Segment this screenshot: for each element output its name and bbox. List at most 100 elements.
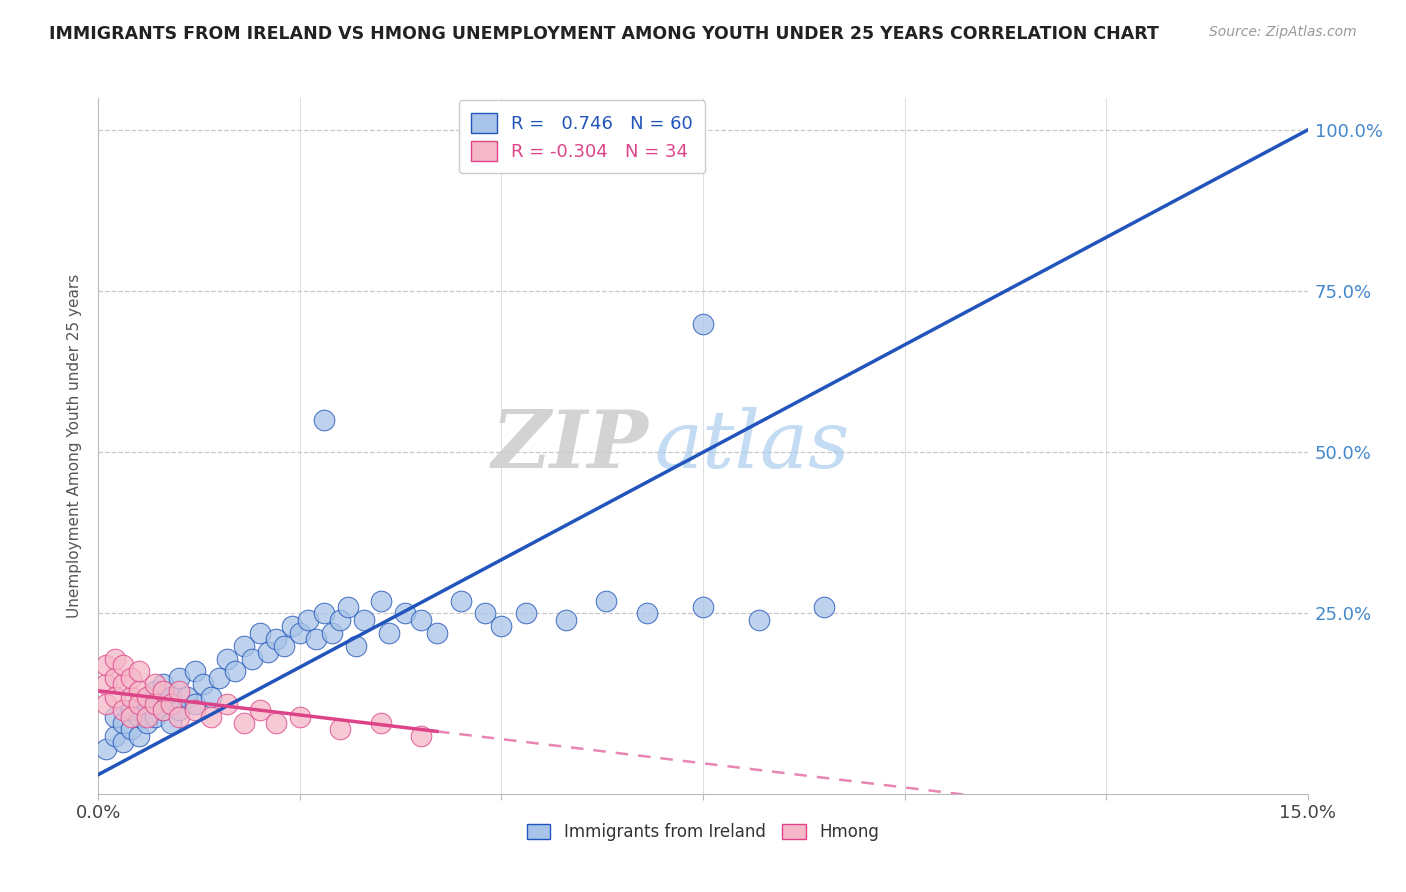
Point: [103, 651, 125, 665]
Text: ZIP: ZIP: [492, 408, 648, 484]
Point: [152, 703, 174, 717]
Point: [232, 716, 254, 731]
Text: atlas: atlas: [655, 408, 851, 484]
Point: [160, 690, 183, 705]
Point: [96, 697, 118, 711]
Y-axis label: Unemployment Among Youth under 25 years: Unemployment Among Youth under 25 years: [67, 274, 83, 618]
Point: [329, 613, 352, 627]
Point: [249, 703, 271, 717]
Point: [314, 607, 336, 621]
Point: [103, 709, 125, 723]
Point: [555, 613, 578, 627]
Point: [273, 639, 295, 653]
Point: [160, 716, 183, 731]
Point: [217, 651, 239, 665]
Point: [394, 607, 416, 621]
Point: [264, 632, 287, 647]
Point: [167, 671, 190, 685]
Point: [426, 625, 449, 640]
Legend: Immigrants from Ireland, Hmong: Immigrants from Ireland, Hmong: [520, 817, 886, 848]
Point: [337, 600, 360, 615]
Point: [321, 625, 343, 640]
Point: [143, 709, 166, 723]
Point: [329, 723, 352, 737]
Point: [176, 690, 198, 705]
Point: [128, 709, 150, 723]
Point: [692, 317, 714, 331]
Point: [143, 683, 166, 698]
Point: [167, 709, 190, 723]
Point: [636, 607, 658, 621]
Point: [111, 658, 134, 673]
Point: [288, 709, 311, 723]
Point: [120, 709, 142, 723]
Point: [200, 690, 222, 705]
Point: [128, 665, 150, 679]
Text: Source: ZipAtlas.com: Source: ZipAtlas.com: [1209, 25, 1357, 39]
Point: [200, 709, 222, 723]
Point: [813, 600, 835, 615]
Point: [143, 677, 166, 691]
Text: IMMIGRANTS FROM IRELAND VS HMONG UNEMPLOYMENT AMONG YOUTH UNDER 25 YEARS CORRELA: IMMIGRANTS FROM IRELAND VS HMONG UNEMPLO…: [49, 25, 1159, 43]
Point: [515, 607, 537, 621]
Point: [111, 716, 134, 731]
Point: [111, 677, 134, 691]
Point: [184, 697, 207, 711]
Point: [135, 716, 157, 731]
Point: [128, 683, 150, 698]
Point: [256, 645, 278, 659]
Point: [135, 690, 157, 705]
Point: [595, 593, 617, 607]
Point: [193, 677, 215, 691]
Point: [305, 632, 328, 647]
Point: [135, 709, 157, 723]
Point: [96, 658, 118, 673]
Point: [224, 665, 246, 679]
Point: [692, 600, 714, 615]
Point: [474, 607, 496, 621]
Point: [217, 697, 239, 711]
Point: [120, 671, 142, 685]
Point: [128, 729, 150, 743]
Point: [748, 613, 770, 627]
Point: [120, 723, 142, 737]
Point: [96, 677, 118, 691]
Point: [96, 741, 118, 756]
Point: [120, 703, 142, 717]
Point: [103, 671, 125, 685]
Point: [167, 703, 190, 717]
Point: [288, 625, 311, 640]
Point: [128, 697, 150, 711]
Point: [167, 683, 190, 698]
Point: [344, 639, 367, 653]
Point: [264, 716, 287, 731]
Point: [152, 677, 174, 691]
Point: [103, 729, 125, 743]
Point: [111, 735, 134, 749]
Point: [281, 619, 304, 633]
Point: [152, 703, 174, 717]
Point: [160, 697, 183, 711]
Point: [370, 593, 392, 607]
Point: [111, 703, 134, 717]
Point: [143, 697, 166, 711]
Point: [184, 665, 207, 679]
Point: [353, 613, 375, 627]
Point: [232, 639, 254, 653]
Point: [409, 729, 432, 743]
Point: [370, 716, 392, 731]
Point: [240, 651, 263, 665]
Point: [409, 613, 432, 627]
Point: [184, 703, 207, 717]
Point: [450, 593, 472, 607]
Point: [152, 683, 174, 698]
Point: [208, 671, 231, 685]
Point: [249, 625, 271, 640]
Point: [135, 697, 157, 711]
Point: [120, 690, 142, 705]
Point: [377, 625, 399, 640]
Point: [297, 613, 319, 627]
Point: [491, 619, 513, 633]
Point: [314, 413, 336, 427]
Point: [103, 690, 125, 705]
